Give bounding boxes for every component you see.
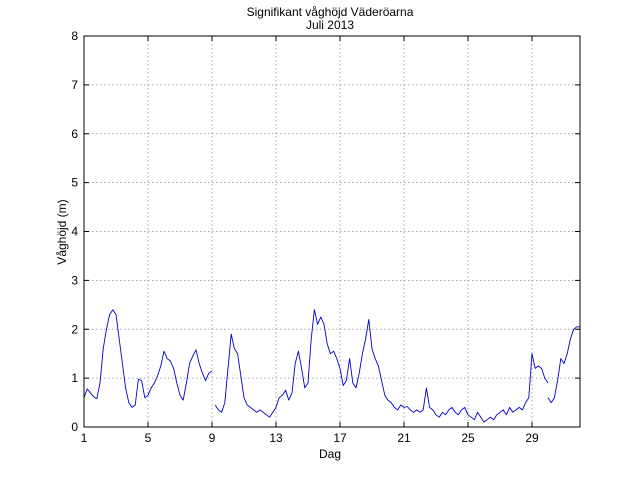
x-tick-label: 5 xyxy=(145,431,152,445)
y-tick-label: 5 xyxy=(71,176,78,190)
grid xyxy=(84,36,580,427)
y-tick-label: 3 xyxy=(71,273,78,287)
x-tick-label: 29 xyxy=(525,431,539,445)
x-tick-label: 25 xyxy=(461,431,475,445)
series-line-segment xyxy=(214,309,549,423)
x-tick-label: 9 xyxy=(209,431,216,445)
y-tick-label: 0 xyxy=(71,420,78,434)
y-tick-label: 4 xyxy=(71,225,78,239)
series-line-segment xyxy=(547,326,580,404)
x-tick-label: 13 xyxy=(269,431,283,445)
x-tick-label: 17 xyxy=(333,431,347,445)
y-tick-label: 8 xyxy=(71,29,78,43)
y-tick-label: 7 xyxy=(71,78,78,92)
series-wave-height xyxy=(83,309,580,423)
y-axis-label: Våghöjd (m) xyxy=(55,199,69,264)
y-tick-label: 6 xyxy=(71,127,78,141)
chart-title: Signifikant våghöjd Väderöarna xyxy=(247,5,414,19)
x-tick-label: 1 xyxy=(81,431,88,445)
chart-subtitle: Juli 2013 xyxy=(306,18,354,32)
x-tick-label: 21 xyxy=(397,431,411,445)
y-tick-label: 2 xyxy=(71,322,78,336)
y-tick-label: 1 xyxy=(71,371,78,385)
x-axis-label: Dag xyxy=(319,447,341,461)
series-line-segment xyxy=(83,309,213,408)
